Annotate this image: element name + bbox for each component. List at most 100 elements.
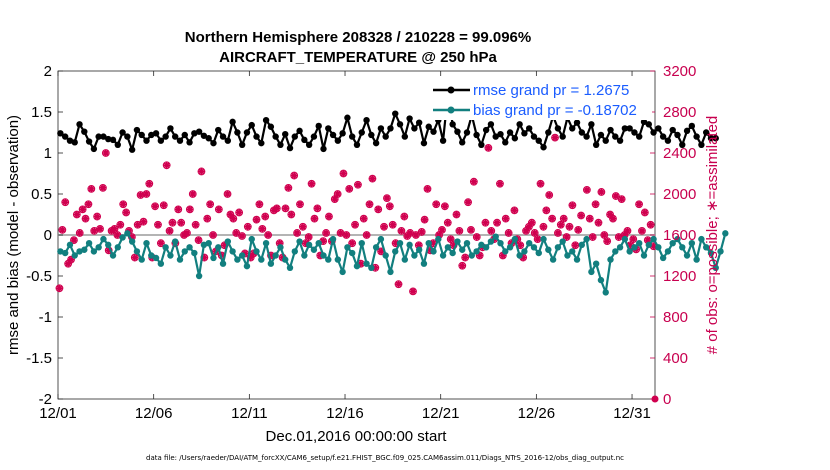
y-tick-label: 1.5 (31, 104, 52, 121)
bias-point (636, 240, 643, 247)
bias-point (291, 248, 298, 255)
rmse-point (133, 126, 141, 134)
bias-point (411, 252, 418, 259)
bias-point (301, 252, 308, 259)
legend-bias-label: bias grand pr = -0.18702 (473, 102, 637, 119)
obs-assimilated-point (134, 221, 142, 229)
bias-point (655, 244, 662, 251)
rmse-point (339, 130, 346, 137)
bias-point (530, 244, 538, 251)
rmse-point (688, 122, 696, 130)
rmse-point (607, 126, 614, 134)
bias-point (396, 240, 404, 247)
obs-assimilated-point (58, 226, 66, 234)
rmse-point (301, 136, 308, 144)
rmse-point (535, 137, 542, 144)
bias-point (578, 241, 586, 249)
rmse-point (492, 133, 499, 140)
rmse-point (320, 145, 327, 153)
y-right-tick-label: 800 (663, 309, 688, 326)
obs-assimilated-point (55, 284, 63, 292)
obs-assimilated-point (203, 215, 211, 223)
y-right-tick-label: 400 (663, 350, 688, 367)
bias-point (473, 248, 480, 255)
rmse-point (181, 131, 188, 139)
bias-point (444, 244, 452, 251)
obs-assimilated-point (284, 184, 292, 192)
obs-assimilated-point (542, 206, 550, 214)
obs-assimilated-point (244, 223, 252, 231)
obs-assimilated-point (438, 226, 446, 234)
bias-point (61, 249, 69, 257)
obs-assimilated-point (560, 215, 568, 223)
bias-point (85, 240, 93, 247)
bias-point (439, 252, 447, 259)
obs-assimilated-point (554, 229, 562, 237)
bias-point (229, 248, 236, 255)
bias-point (81, 246, 88, 253)
rmse-point (411, 125, 418, 132)
x-tick-label: 12/31 (613, 405, 651, 422)
bias-point (348, 249, 356, 257)
rmse-point (243, 129, 251, 136)
y-axis-label: rmse and bias (model - observation) (5, 115, 22, 355)
obs-assimilated-point (360, 215, 368, 223)
obs-assimilated-point (415, 241, 423, 249)
bias-point (545, 246, 552, 253)
bias-point (602, 289, 609, 296)
obs-assimilated-point (473, 233, 481, 241)
bias-point (459, 246, 466, 253)
bias-point (162, 244, 169, 251)
obs-assimilated-point (238, 232, 246, 240)
obs-assimilated-point (209, 231, 217, 239)
bias-point (669, 240, 676, 247)
obs-assimilated-point (253, 216, 261, 224)
obs-assimilated-point (409, 287, 417, 295)
obs-assimilated-point (183, 229, 191, 237)
rmse-point (415, 119, 423, 126)
bias-point (564, 252, 571, 259)
rmse-point (588, 121, 595, 128)
obs-assimilated-point (310, 215, 318, 223)
obs-assimilated-point (79, 205, 87, 213)
rmse-point (449, 121, 456, 128)
legend-rmse-label: rmse grand pr = 1.2675 (473, 82, 629, 99)
bias-point (683, 252, 691, 259)
rmse-point (645, 121, 652, 128)
obs-assimilated-point (334, 190, 342, 198)
rmse-point (683, 127, 691, 135)
bias-point (679, 244, 686, 251)
obs-assimilated-point (111, 225, 119, 233)
rmse-point (219, 133, 227, 140)
obs-assimilated-point (224, 190, 232, 198)
rmse-point (315, 122, 322, 130)
obs-assimilated-point (522, 227, 530, 235)
x-tick-label: 12/26 (518, 405, 556, 422)
obs-assimilated-point (296, 200, 304, 208)
rmse-point (296, 127, 303, 135)
rmse-point (272, 133, 279, 140)
rmse-point (578, 129, 586, 136)
obs-assimilated-point (102, 149, 110, 157)
obs-assimilated-point (82, 215, 90, 223)
rmse-point (124, 133, 131, 140)
y-right-tick-label: 2000 (663, 186, 696, 203)
rmse-point (401, 133, 409, 140)
obs-assimilated-point (293, 229, 301, 237)
obs-assimilated-point (64, 260, 72, 268)
bias-point (430, 248, 437, 255)
rmse-point (258, 139, 265, 147)
rmse-point (650, 129, 657, 136)
obs-assimilated-point (571, 241, 579, 249)
obs-assimilated-point (189, 190, 197, 198)
y-tick-label: 0.5 (31, 186, 52, 203)
obs-assimilated-point (96, 225, 104, 233)
obs-assimilated-point (519, 254, 527, 262)
obs-assimilated-point (348, 239, 356, 247)
bias-point (210, 254, 217, 262)
obs-assimilated-point (339, 170, 347, 177)
bias-point (674, 235, 681, 243)
rmse-point (71, 139, 78, 146)
obs-assimilated-point (264, 231, 272, 239)
bias-point (238, 252, 246, 259)
